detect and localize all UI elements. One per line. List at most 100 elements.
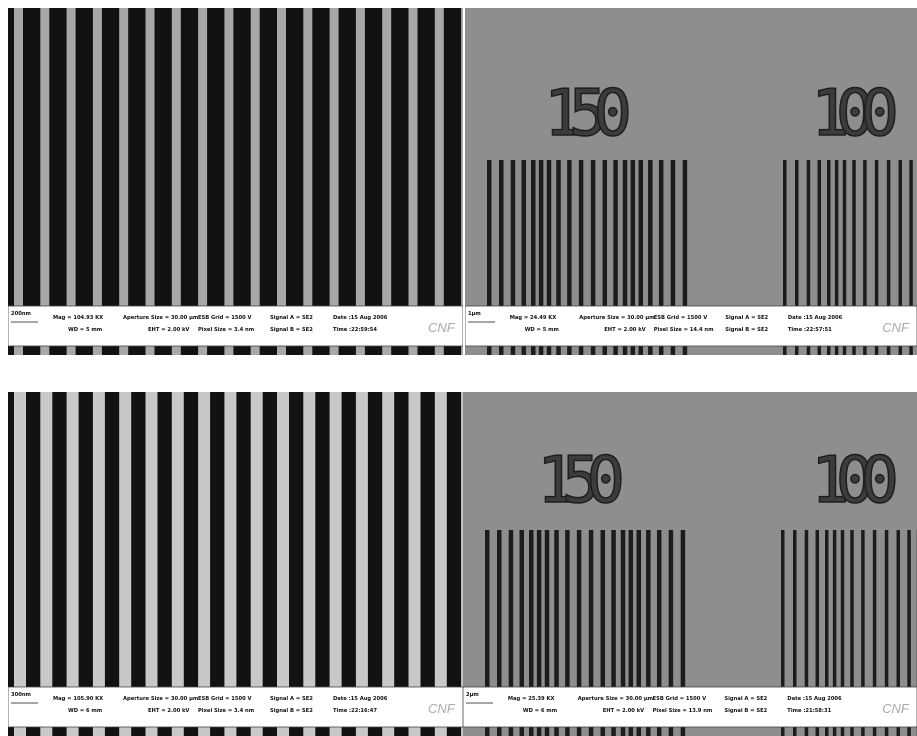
line-stripe	[435, 8, 444, 355]
line-stripe	[409, 8, 418, 355]
scale-bar-label: 300nm	[11, 692, 31, 698]
info-field: Aperture Size = 30.00 µm	[579, 315, 654, 321]
info-field: Pixel Size = 3.4 nm	[198, 327, 254, 333]
logo: CNF	[428, 701, 456, 716]
info-field: Date :15 Aug 2006	[333, 696, 388, 702]
info-field: Time :22:59:54	[333, 327, 377, 333]
info-field: Pixel Size = 14.4 nm	[654, 327, 714, 333]
info-field: Mag = 104.93 KX	[53, 315, 103, 321]
info-field: ESB Grid = 1500 V	[653, 696, 707, 702]
line-stripe	[119, 8, 128, 355]
info-field: Pixel Size = 3.4 nm	[198, 708, 254, 714]
line-stripe	[277, 8, 286, 355]
line-stripe	[172, 8, 181, 355]
line-stripe	[67, 8, 76, 355]
pattern-label: 100	[811, 444, 899, 518]
info-field: EHT = 2.00 kV	[603, 708, 644, 714]
pattern-label: 100	[811, 77, 899, 151]
info-field: Mag = 25.39 KX	[508, 696, 555, 702]
info-bar-bg	[8, 306, 463, 346]
sem-panel: 200nm Mag = 104.93 KX WD = 5 mm Aperture Si…	[8, 8, 470, 355]
info-field: WD = 5 mm	[68, 327, 102, 333]
sem-panel: 150 100 2µm Mag = 25.39 KX WD = 6 mm Aperture…	[463, 392, 917, 736]
line-stripe	[409, 392, 421, 736]
line-stripe	[382, 392, 394, 736]
info-field: Signal B = SE2	[270, 327, 313, 333]
info-field: Time :22:16:47	[333, 708, 377, 714]
info-field: Signal A = SE2	[270, 696, 313, 702]
line-stripe	[251, 392, 263, 736]
info-bar: 300nm Mag = 105.90 KX WD = 6 mm Aperture Si…	[8, 687, 463, 727]
logo: CNF	[428, 320, 456, 335]
info-field: Signal A = SE2	[724, 696, 767, 702]
info-field: ESB Grid = 1500 V	[198, 315, 252, 321]
scale-bar-label: 200nm	[11, 311, 31, 317]
pattern-label: 150	[537, 444, 625, 518]
info-field: Signal B = SE2	[724, 708, 767, 714]
info-field: ESB Grid = 1500 V	[198, 696, 252, 702]
line-stripe	[251, 8, 260, 355]
line-stripe	[67, 392, 79, 736]
info-field: Mag = 105.90 KX	[53, 696, 103, 702]
line-stripe	[198, 392, 210, 736]
info-field: EHT = 2.00 kV	[148, 327, 189, 333]
scale-bar-label: 1µm	[468, 311, 481, 317]
line-stripe	[146, 392, 158, 736]
logo: CNF	[882, 701, 910, 716]
line-stripe	[198, 8, 207, 355]
info-bar: 1µm Mag = 24.49 KX WD = 5 mm Aperture Size …	[465, 306, 917, 346]
line-stripe	[146, 8, 155, 355]
info-field: Aperture Size = 30.00 µm	[123, 696, 198, 702]
info-bar: 200nm Mag = 104.93 KX WD = 5 mm Aperture Si…	[8, 306, 463, 346]
info-bar-bg	[463, 687, 917, 727]
info-field: Pixel Size = 13.9 nm	[653, 708, 713, 714]
info-field: ESB Grid = 1500 V	[654, 315, 708, 321]
background	[8, 8, 463, 355]
info-field: WD = 6 mm	[523, 708, 557, 714]
line-stripe	[93, 8, 102, 355]
line-stripe	[224, 392, 236, 736]
scale-bar-label: 2µm	[466, 692, 479, 698]
line-stripe	[40, 8, 49, 355]
line-stripe	[14, 392, 26, 736]
info-field: Date :15 Aug 2006	[333, 315, 388, 321]
info-field: EHT = 2.00 kV	[604, 327, 645, 333]
info-field: Mag = 24.49 KX	[510, 315, 557, 321]
sem-panel: 150 100 1µm Mag = 24.49 KX WD = 5 mm Aperture…	[465, 8, 917, 355]
line-stripe	[330, 392, 342, 736]
line-stripe	[224, 8, 233, 355]
info-field: Aperture Size = 30.00 µm	[123, 315, 198, 321]
line-stripe	[172, 392, 184, 736]
info-field: Signal B = SE2	[270, 708, 313, 714]
line-stripe	[277, 392, 289, 736]
line-stripe	[356, 8, 365, 355]
info-field: WD = 5 mm	[525, 327, 559, 333]
logo: CNF	[882, 320, 910, 335]
line-stripe	[93, 392, 105, 736]
line-stripe	[119, 392, 131, 736]
info-field: Date :15 Aug 2006	[788, 315, 843, 321]
info-field: Signal A = SE2	[270, 315, 313, 321]
line-stripe	[435, 392, 447, 736]
pattern-label: 150	[544, 77, 632, 151]
info-field: Signal B = SE2	[725, 327, 768, 333]
line-stripe	[330, 8, 339, 355]
line-stripe	[382, 8, 391, 355]
line-stripe	[303, 8, 312, 355]
sem-panel: 300nm Mag = 105.90 KX WD = 6 mm Aperture Si…	[8, 392, 473, 736]
info-field: Time :22:57:51	[788, 327, 832, 333]
line-stripe	[303, 392, 315, 736]
line-stripe	[14, 8, 23, 355]
info-field: Date :15 Aug 2006	[787, 696, 842, 702]
info-field: Aperture Size = 30.00 µm	[578, 696, 653, 702]
info-bar-bg	[465, 306, 917, 346]
info-field: EHT = 2.00 kV	[148, 708, 189, 714]
info-field: WD = 6 mm	[68, 708, 102, 714]
info-bar: 2µm Mag = 25.39 KX WD = 6 mm Aperture Size …	[463, 687, 917, 727]
info-bar-bg	[8, 687, 463, 727]
info-field: Time :21:58:31	[787, 708, 831, 714]
info-field: Signal A = SE2	[725, 315, 768, 321]
line-stripe	[40, 392, 52, 736]
figure: 200nm Mag = 104.93 KX WD = 5 mm Aperture Si…	[0, 0, 917, 736]
line-stripe	[356, 392, 368, 736]
